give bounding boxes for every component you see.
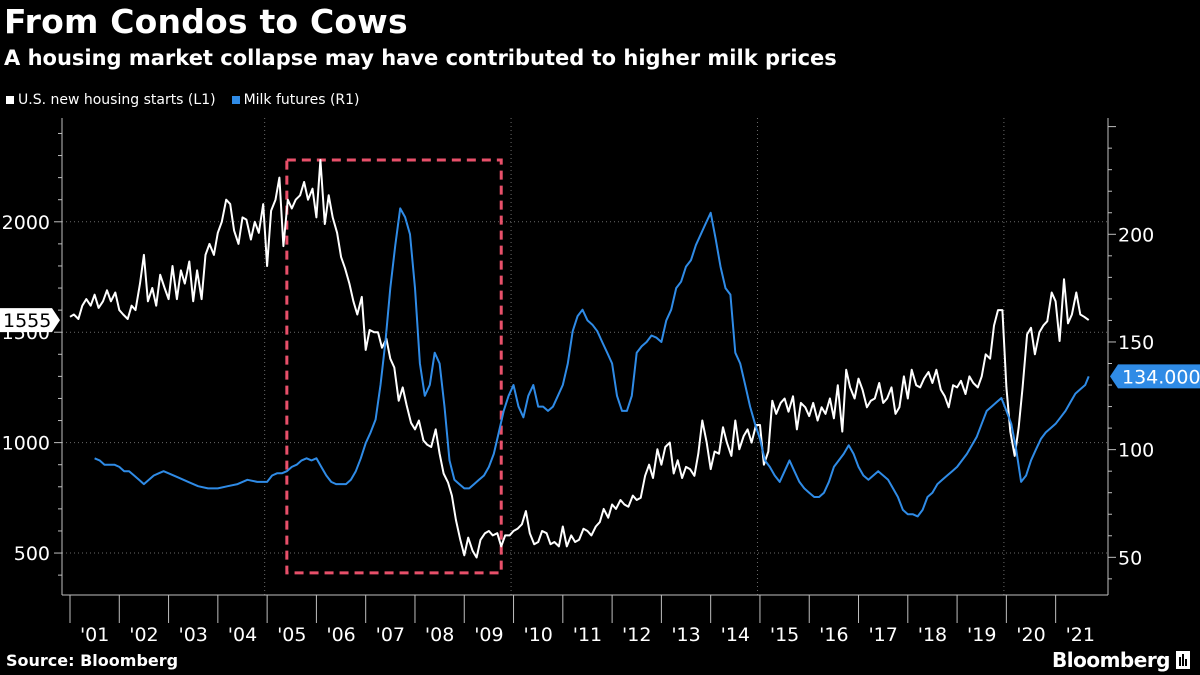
x-axis-tick-label: '07 (376, 624, 405, 646)
right-axis-tick-label: 50 (1118, 547, 1142, 569)
x-axis-tick-label: '15 (770, 624, 799, 646)
x-axis-tick-label: '21 (1066, 624, 1095, 646)
value-labels: 1555 134.000 (0, 308, 1200, 389)
x-axis-tick-label: '14 (721, 624, 750, 646)
right-last-value-badge (1110, 364, 1200, 389)
brand-logo: Bloomberg (1052, 648, 1190, 672)
x-axis-tick-label: '12 (622, 624, 651, 646)
x-axis-tick-label: '09 (474, 624, 503, 646)
grid-lines (62, 118, 1108, 595)
highlight-box (285, 158, 503, 575)
x-axis-tick-label: '10 (523, 624, 552, 646)
x-axis-tick-label: '16 (819, 624, 848, 646)
right-axis-tick-label: 150 (1118, 332, 1154, 354)
milk-futures-line (94, 207, 1090, 518)
x-axis-tick-label: '11 (573, 624, 602, 646)
legend-swatch-milk (231, 96, 240, 104)
housing-starts-line (69, 159, 1090, 559)
x-axis-tick-label: '19 (967, 624, 996, 646)
x-axis-tick-label: '17 (868, 624, 897, 646)
brand-name: Bloomberg (1052, 648, 1170, 672)
right-axis-tick-label: 200 (1118, 224, 1154, 246)
x-axis-tick-label: '01 (80, 624, 109, 646)
left-axis-tick-label: 1000 (2, 433, 50, 455)
chart-subtitle: A housing market collapse may have contr… (4, 46, 837, 70)
chart-title: From Condos to Cows (4, 2, 408, 41)
x-axis-tick-label: '06 (326, 624, 355, 646)
right-last-value-label: 134.000 (1122, 366, 1200, 388)
legend-label-milk: Milk futures (R1) (243, 92, 360, 108)
left-axis-tick-label: 2000 (2, 212, 50, 234)
series-layer (69, 159, 1090, 559)
x-axis-tick-label: '03 (179, 624, 208, 646)
x-axis-tick-label: '02 (129, 624, 158, 646)
x-axis-tick-label: '05 (277, 624, 306, 646)
legend-item-housing[interactable]: U.S. new housing starts (L1) (6, 92, 216, 108)
bloomberg-terminal-icon (1176, 651, 1190, 669)
source-note: Source: Bloomberg (6, 651, 179, 670)
x-axis-tick-label: '04 (228, 624, 257, 646)
legend-swatch-housing (6, 96, 14, 104)
right-axis-tick-label: 100 (1118, 440, 1154, 462)
left-last-value-badge (0, 308, 60, 333)
x-axis-tick-label: '20 (1016, 624, 1045, 646)
left-axis-tick-label: 500 (14, 543, 50, 565)
legend-item-milk[interactable]: Milk futures (R1) (231, 92, 360, 108)
left-last-value-label: 1555 (3, 310, 51, 332)
axes: 50010001500200050100150200'01'02'03'04'0… (2, 118, 1154, 646)
x-axis-tick-label: '13 (671, 624, 700, 646)
legend: U.S. new housing starts (L1) Milk future… (6, 92, 360, 108)
x-axis-tick-label: '08 (425, 624, 454, 646)
highlight-box-layer (285, 158, 503, 575)
legend-label-housing: U.S. new housing starts (L1) (18, 92, 216, 108)
x-axis-tick-label: '18 (918, 624, 947, 646)
